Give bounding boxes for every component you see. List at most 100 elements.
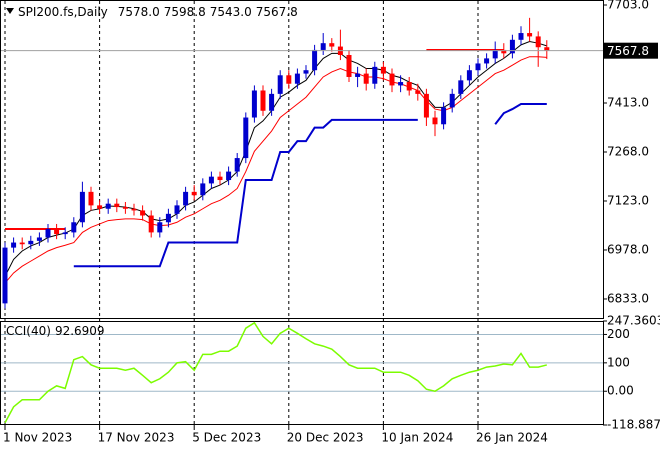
- x-tick-label: 1 Nov 2023: [3, 431, 72, 445]
- candle-body: [509, 39, 515, 54]
- candle-body: [269, 93, 275, 111]
- candle-body: [372, 66, 378, 84]
- candle-body: [243, 117, 249, 159]
- indicator-line: [5, 48, 504, 231]
- candle-body: [294, 73, 300, 84]
- indicator-line: [4, 40, 547, 277]
- candle-body: [217, 176, 223, 181]
- candle-body: [286, 75, 292, 84]
- candle-body: [518, 33, 524, 40]
- candle-body: [183, 191, 189, 206]
- candle-body: [165, 213, 171, 223]
- candle-body: [260, 90, 266, 111]
- candle-body: [432, 117, 438, 125]
- low-label: 7543.0: [210, 5, 252, 19]
- indicator-line: [4, 321, 547, 424]
- candle-body: [346, 55, 352, 77]
- candle-body: [19, 242, 25, 245]
- candle-body: [389, 73, 395, 86]
- y-tick-label: 7703.0: [607, 0, 649, 12]
- candle-body: [458, 80, 464, 94]
- candle-body: [441, 107, 447, 125]
- candle-body: [131, 208, 137, 211]
- candle-body: [11, 242, 17, 248]
- open-label: 7578.0: [118, 5, 160, 19]
- y-tick-label: 0.00: [607, 384, 634, 398]
- x-tick-label: 5 Dec 2023: [192, 431, 261, 445]
- candle-body: [475, 63, 481, 71]
- candle-body: [398, 82, 404, 86]
- candle-body: [191, 191, 197, 196]
- candle-body: [36, 237, 42, 241]
- symbol: SPI200.fs,Daily: [18, 5, 108, 19]
- candle-body: [208, 176, 214, 184]
- candle-body: [2, 247, 8, 304]
- y-tick-label: -118.8876: [607, 418, 660, 432]
- y-tick-label: 100: [607, 355, 630, 369]
- candle-body: [88, 191, 94, 206]
- candle-body: [449, 93, 455, 108]
- y-tick-label: 7123.0: [607, 193, 649, 207]
- candle-body: [312, 49, 318, 71]
- candle-body: [79, 191, 85, 223]
- cci-value: 92.6909: [55, 324, 105, 338]
- candle-body: [484, 58, 490, 64]
- candle-body: [97, 205, 103, 209]
- menu-arrow: [6, 8, 14, 14]
- y-tick-label: 6978.0: [607, 242, 649, 256]
- y-tick-label: 7268.0: [607, 144, 649, 158]
- indicator-line: [73, 103, 547, 268]
- candle-body: [544, 47, 550, 51]
- candle-body: [54, 229, 60, 235]
- candle-body: [45, 229, 51, 238]
- candle-body: [329, 43, 335, 47]
- cci-panel: [0, 321, 604, 425]
- cci-title: CCI(40) 92.6909: [6, 324, 105, 338]
- candle-body: [28, 240, 34, 245]
- y-tick-label: 6833.0: [607, 291, 649, 305]
- x-tick-label: 17 Nov 2023: [98, 431, 175, 445]
- candle-body: [303, 70, 309, 74]
- candle-body: [226, 171, 232, 181]
- candle-body: [277, 75, 283, 94]
- candle-body: [148, 215, 154, 233]
- price-label: 7567.8: [607, 44, 649, 58]
- y-tick-label: 7413.0: [607, 95, 649, 109]
- candle-body: [62, 232, 68, 235]
- candle-body: [251, 90, 257, 118]
- candle-body: [174, 205, 180, 214]
- price-box: [604, 42, 658, 59]
- y-tick-label: 200: [607, 327, 630, 341]
- candle-body: [535, 36, 541, 48]
- cci-name: CCI(40): [6, 324, 51, 338]
- x-tick-label: 26 Jan 2024: [476, 431, 548, 445]
- x-tick-label: 10 Jan 2024: [381, 431, 453, 445]
- candle-body: [380, 66, 386, 74]
- candle-body: [492, 49, 498, 59]
- candle-body: [157, 222, 163, 233]
- x-tick-label: 20 Dec 2023: [287, 431, 364, 445]
- candle-body: [114, 203, 120, 208]
- candle-body: [466, 70, 472, 81]
- candle-body: [527, 33, 533, 37]
- y-tick-label: 247.3603: [607, 314, 660, 328]
- candle-body: [423, 93, 429, 118]
- candle-body: [200, 183, 206, 196]
- candle-body: [320, 43, 326, 50]
- indicator-line: [4, 56, 547, 284]
- candle-body: [501, 49, 507, 54]
- high-label: 7598.8: [164, 5, 206, 19]
- candle-body: [415, 90, 421, 94]
- candle-body: [363, 73, 369, 84]
- candle-body: [140, 210, 146, 216]
- candle-body: [71, 222, 77, 233]
- candle-body: [122, 207, 128, 209]
- candle-body: [406, 82, 412, 91]
- candle-body: [355, 73, 361, 77]
- close-label: 7567.8: [256, 5, 298, 19]
- chart-title: SPI200.fs,Daily 7578.0 7598.8 7543.0 7567.8: [18, 5, 298, 19]
- candle-body: [234, 158, 240, 172]
- candle-body: [105, 203, 111, 209]
